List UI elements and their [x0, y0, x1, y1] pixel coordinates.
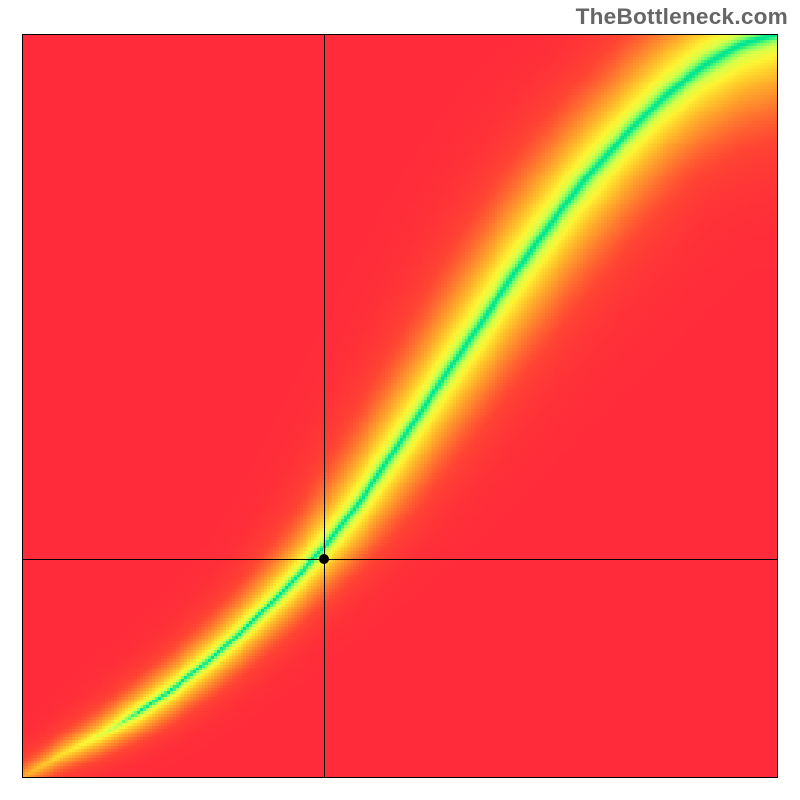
crosshair-marker: [319, 554, 329, 564]
bottleneck-heatmap-container: TheBottleneck.com: [0, 0, 800, 800]
bottleneck-heatmap-canvas: [0, 0, 800, 800]
watermark-label: TheBottleneck.com: [576, 4, 788, 30]
crosshair-vertical: [324, 34, 325, 778]
crosshair-horizontal: [22, 559, 778, 560]
